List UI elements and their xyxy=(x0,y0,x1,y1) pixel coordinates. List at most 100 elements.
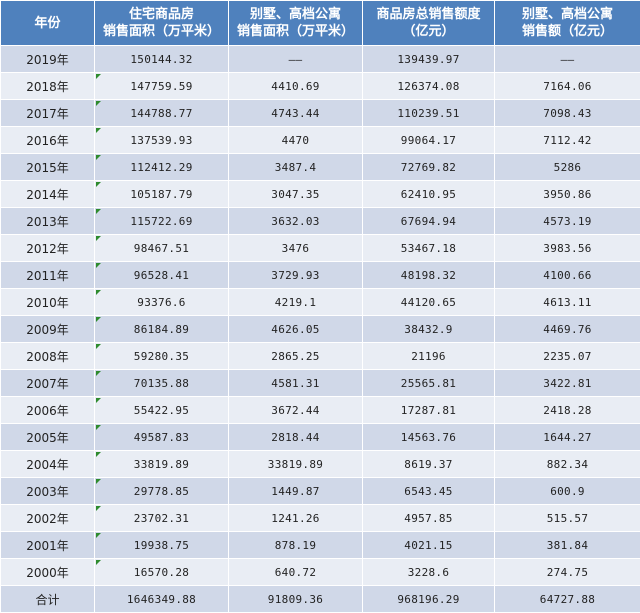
value-cell: 19938.75 xyxy=(95,532,229,559)
year-cell: 2006年 xyxy=(1,397,95,424)
cell-text: 86184.89 xyxy=(134,323,189,336)
cell-text: 3632.03 xyxy=(271,215,319,228)
cell-text: 2008年 xyxy=(26,350,69,364)
cell-text: 23702.31 xyxy=(134,512,189,525)
number-as-text-indicator-icon xyxy=(96,155,101,160)
cell-text: 4957.85 xyxy=(404,512,452,525)
value-cell: 3422.81 xyxy=(495,370,640,397)
cell-text: 44120.65 xyxy=(401,296,456,309)
cell-text: 105187.79 xyxy=(130,188,192,201)
cell-text: —— xyxy=(289,53,303,66)
value-cell: 3228.6 xyxy=(363,559,495,586)
cell-text: 4626.05 xyxy=(271,323,319,336)
number-as-text-indicator-icon xyxy=(96,371,101,376)
number-as-text-indicator-icon xyxy=(96,290,101,295)
value-cell: —— xyxy=(229,46,363,73)
cell-text: 3983.56 xyxy=(543,242,591,255)
year-cell: 2013年 xyxy=(1,208,95,235)
number-as-text-indicator-icon xyxy=(96,101,101,106)
value-cell: 1644.27 xyxy=(495,424,640,451)
value-cell: 4573.19 xyxy=(495,208,640,235)
cell-text: 2014年 xyxy=(26,188,69,202)
value-cell: 4469.76 xyxy=(495,316,640,343)
cell-text: 2015年 xyxy=(26,161,69,175)
value-cell: 33819.89 xyxy=(95,451,229,478)
cell-text: 4613.11 xyxy=(543,296,591,309)
cell-text: 2818.44 xyxy=(271,431,319,444)
value-cell: 4100.66 xyxy=(495,262,640,289)
value-cell: 882.34 xyxy=(495,451,640,478)
column-header: 年份 xyxy=(1,1,95,46)
cell-text: 381.84 xyxy=(547,539,589,552)
cell-text: 3950.86 xyxy=(543,188,591,201)
value-cell: 70135.88 xyxy=(95,370,229,397)
cell-text: 29778.85 xyxy=(134,485,189,498)
cell-text: 2016年 xyxy=(26,134,69,148)
cell-text: 2009年 xyxy=(26,323,69,337)
value-cell: 112412.29 xyxy=(95,154,229,181)
cell-text: 21196 xyxy=(411,350,446,363)
total-value-cell: 91809.36 xyxy=(229,586,363,613)
value-cell: 29778.85 xyxy=(95,478,229,505)
year-cell: 2010年 xyxy=(1,289,95,316)
value-cell: 4626.05 xyxy=(229,316,363,343)
cell-text: 19938.75 xyxy=(134,539,189,552)
value-cell: 3672.44 xyxy=(229,397,363,424)
cell-text: 3047.35 xyxy=(271,188,319,201)
value-cell: 4613.11 xyxy=(495,289,640,316)
value-cell: 2818.44 xyxy=(229,424,363,451)
number-as-text-indicator-icon xyxy=(96,128,101,133)
cell-text: 4219.1 xyxy=(275,296,317,309)
cell-text: 4100.66 xyxy=(543,269,591,282)
value-cell: 3487.4 xyxy=(229,154,363,181)
cell-text: 4470 xyxy=(282,134,310,147)
value-cell: 67694.94 xyxy=(363,208,495,235)
value-cell: 38432.9 xyxy=(363,316,495,343)
value-cell: 23702.31 xyxy=(95,505,229,532)
value-cell: 4581.31 xyxy=(229,370,363,397)
number-as-text-indicator-icon xyxy=(96,479,101,484)
value-cell: 86184.89 xyxy=(95,316,229,343)
cell-text: 515.57 xyxy=(547,512,589,525)
value-cell: 6543.45 xyxy=(363,478,495,505)
number-as-text-indicator-icon xyxy=(96,506,101,511)
value-cell: 96528.41 xyxy=(95,262,229,289)
cell-text: 3729.93 xyxy=(271,269,319,282)
cell-text: 55422.95 xyxy=(134,404,189,417)
cell-text: 4021.15 xyxy=(404,539,452,552)
cell-text: 7164.06 xyxy=(543,80,591,93)
value-cell: 878.19 xyxy=(229,532,363,559)
value-cell: 8619.37 xyxy=(363,451,495,478)
value-cell: 105187.79 xyxy=(95,181,229,208)
cell-text: 2013年 xyxy=(26,215,69,229)
cell-text: 110239.51 xyxy=(397,107,459,120)
cell-text: 38432.9 xyxy=(404,323,452,336)
year-cell: 2009年 xyxy=(1,316,95,343)
cell-text: 2010年 xyxy=(26,296,69,310)
cell-text: 2017年 xyxy=(26,107,69,121)
cell-text: 115722.69 xyxy=(130,215,192,228)
year-cell: 2003年 xyxy=(1,478,95,505)
value-cell: 3729.93 xyxy=(229,262,363,289)
value-cell: 150144.32 xyxy=(95,46,229,73)
number-as-text-indicator-icon xyxy=(96,344,101,349)
value-cell: 4957.85 xyxy=(363,505,495,532)
year-cell: 2017年 xyxy=(1,100,95,127)
value-cell: 126374.08 xyxy=(363,73,495,100)
value-cell: 7112.42 xyxy=(495,127,640,154)
cell-text: 4743.44 xyxy=(271,107,319,120)
cell-text: 1241.26 xyxy=(271,512,319,525)
cell-text: 48198.32 xyxy=(401,269,456,282)
cell-text: 33819.89 xyxy=(268,458,323,471)
